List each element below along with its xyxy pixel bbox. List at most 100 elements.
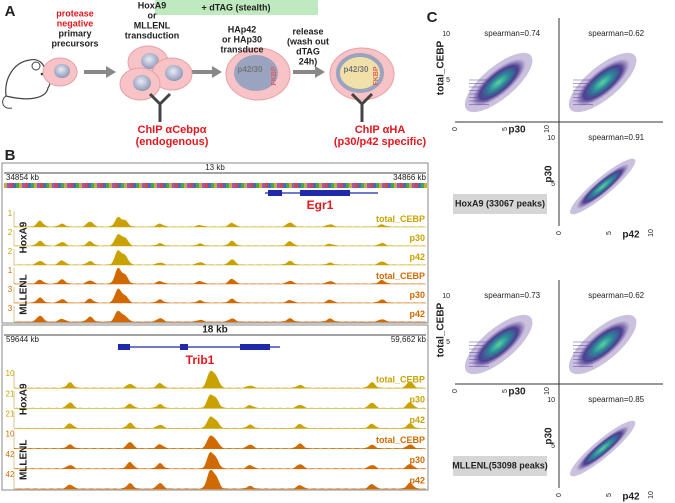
tick-label: 0	[556, 493, 563, 497]
signal	[14, 435, 426, 449]
sequence	[385, 183, 388, 188]
scatter	[570, 158, 636, 215]
exon	[118, 344, 130, 350]
sequence	[316, 183, 319, 188]
signal	[14, 451, 426, 469]
sequence	[274, 183, 277, 188]
sequence	[25, 183, 28, 188]
sequence	[352, 183, 355, 188]
nucleus	[54, 64, 70, 78]
sequence	[367, 183, 370, 188]
signal	[14, 233, 426, 246]
step-text: HoxA9	[138, 0, 167, 10]
signal	[14, 394, 426, 409]
sequence	[115, 183, 118, 188]
group-label: HoxA9	[19, 383, 30, 415]
tick-label: 5	[502, 127, 509, 131]
sequence	[91, 183, 94, 188]
sequence	[370, 183, 373, 188]
axis-label: p30	[544, 427, 555, 445]
step-text: 24h)	[299, 56, 318, 66]
step-text: protease	[56, 8, 94, 18]
tick-label: 5	[551, 181, 555, 188]
sequence	[376, 183, 379, 188]
coord: 59,662 kb	[391, 335, 427, 344]
sequence	[136, 183, 139, 188]
tick-label: 10	[547, 397, 555, 404]
axis-label: p42	[622, 230, 640, 241]
gene-label: Trib1	[186, 353, 215, 367]
sequence	[109, 183, 112, 188]
axis-label: p42	[622, 492, 640, 503]
tick-label: 0	[556, 231, 563, 235]
cell-label: p42/30	[344, 65, 369, 74]
sequence	[226, 183, 229, 188]
signal	[14, 250, 426, 265]
sequence	[133, 183, 136, 188]
nucleus	[234, 55, 278, 91]
panel-label: B	[5, 147, 16, 164]
sequence	[169, 183, 172, 188]
sequence	[214, 183, 217, 188]
signal	[14, 416, 426, 429]
track-name: p42	[409, 309, 425, 319]
track-name: p42	[409, 252, 425, 262]
tick-label: 10	[442, 293, 450, 300]
panel-a-art	[2, 0, 395, 122]
sequence	[16, 183, 19, 188]
sequence	[70, 183, 73, 188]
sequence	[127, 183, 130, 188]
sequence	[112, 183, 115, 188]
track-box	[1, 162, 429, 324]
sequence	[73, 183, 76, 188]
scale-label: 3	[8, 285, 13, 294]
sequence	[97, 183, 100, 188]
track-name: p30	[409, 455, 425, 465]
sequence	[199, 183, 202, 188]
caption-box	[453, 456, 547, 476]
sequence	[346, 183, 349, 188]
step-text: negative	[57, 18, 94, 28]
sequence	[379, 183, 382, 188]
sequence	[421, 183, 424, 188]
sequence	[334, 183, 337, 188]
scale-label: 3	[8, 304, 13, 313]
axis-label: p30	[508, 387, 526, 398]
track-name: total_CEBP	[376, 214, 425, 224]
exon	[300, 190, 350, 196]
step-text: or	[148, 10, 157, 20]
spearman: spearman=0.73	[484, 291, 540, 300]
antibody	[148, 92, 172, 122]
sequence	[190, 183, 193, 188]
step-text: MLLENL	[134, 20, 171, 30]
sequence	[262, 183, 265, 188]
axis-label: total_CEBP	[436, 40, 447, 95]
sequence	[82, 183, 85, 188]
antibody	[350, 92, 374, 122]
tick-label: 0	[452, 389, 459, 393]
sequence	[265, 183, 268, 188]
sequence	[271, 183, 274, 188]
step-text: dTAG	[296, 46, 320, 56]
sequence	[256, 183, 259, 188]
sequence	[406, 183, 409, 188]
scatter	[464, 314, 533, 375]
sequence	[388, 183, 391, 188]
sequence	[238, 183, 241, 188]
tick-label: 10	[544, 125, 551, 133]
coord: 34854 kb	[6, 173, 39, 182]
track-name: total_CEBP	[376, 374, 425, 384]
tick-label: 10	[442, 31, 450, 38]
sequence	[241, 183, 244, 188]
group-label: MLLENL	[19, 439, 30, 480]
sequence	[208, 183, 211, 188]
sequence	[304, 183, 307, 188]
sequence	[67, 183, 70, 188]
track-name: total_CEBP	[376, 435, 425, 445]
sequence	[349, 183, 352, 188]
sequence	[424, 183, 427, 188]
sequence	[79, 183, 82, 188]
sequence	[31, 183, 34, 188]
sequence	[403, 183, 406, 188]
exon	[268, 190, 282, 196]
